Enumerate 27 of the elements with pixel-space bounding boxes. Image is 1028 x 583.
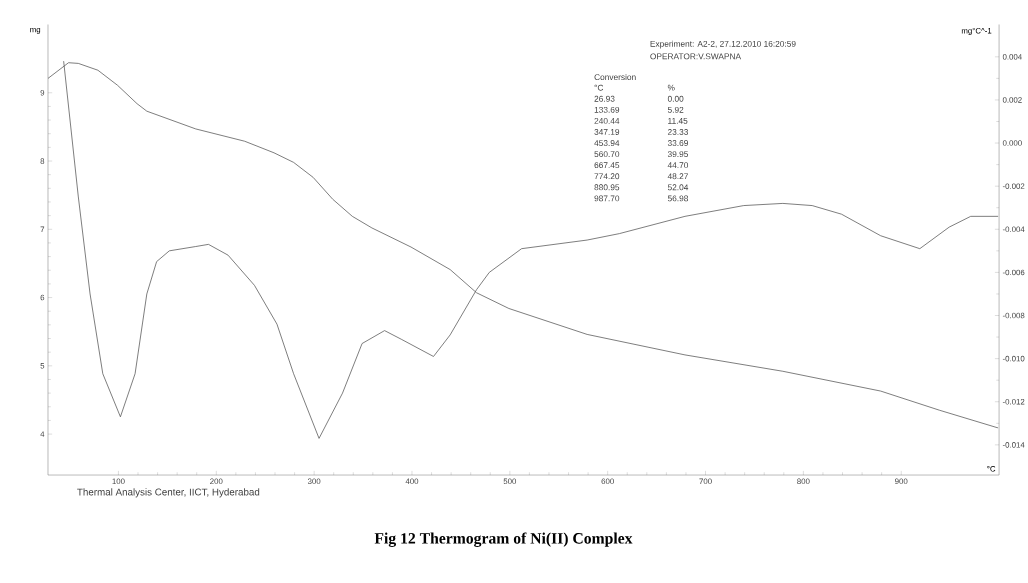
annotation: 880.95 [594, 184, 620, 191]
annotation: 11.45 [668, 118, 688, 124]
annotation: 44.70 [667, 162, 689, 169]
annotation: 39.95 [667, 151, 689, 158]
annotation: 56.98 [667, 195, 689, 202]
annotation: 33.69 [667, 140, 688, 147]
annotation: °C [594, 84, 604, 91]
annotation: OPERATOR:V.SWAPNA [650, 53, 742, 60]
annotation: Conversion [594, 74, 636, 81]
annotation: 774.20 [594, 173, 620, 180]
annotation: 26.93 [594, 95, 615, 102]
annotation: 133.69 [594, 107, 620, 113]
annotation: % [667, 84, 675, 91]
text: Fig 12 Thermogram of Ni(II) Complex [374, 532, 633, 548]
annotation: 240.44 [594, 118, 620, 124]
annotation: 453.94 [594, 140, 620, 147]
annotation: 0.00 [667, 95, 684, 102]
annotation: 23.33 [667, 129, 689, 136]
annotation: 347.19 [594, 129, 620, 136]
annotation: 667.45 [594, 162, 620, 169]
annotation: 560.70 [594, 151, 620, 158]
annotation: 52.04 [667, 184, 689, 191]
annotation: 5.92 [667, 107, 684, 113]
annotation: Experiment: A2-2, 27.12.2010 16:20:59 [650, 40, 796, 49]
annotation: 987.70 [594, 195, 620, 202]
text: Thermal Analysis Center, IICT, Hyderabad [77, 488, 260, 498]
annotation: 48.27 [667, 173, 688, 180]
